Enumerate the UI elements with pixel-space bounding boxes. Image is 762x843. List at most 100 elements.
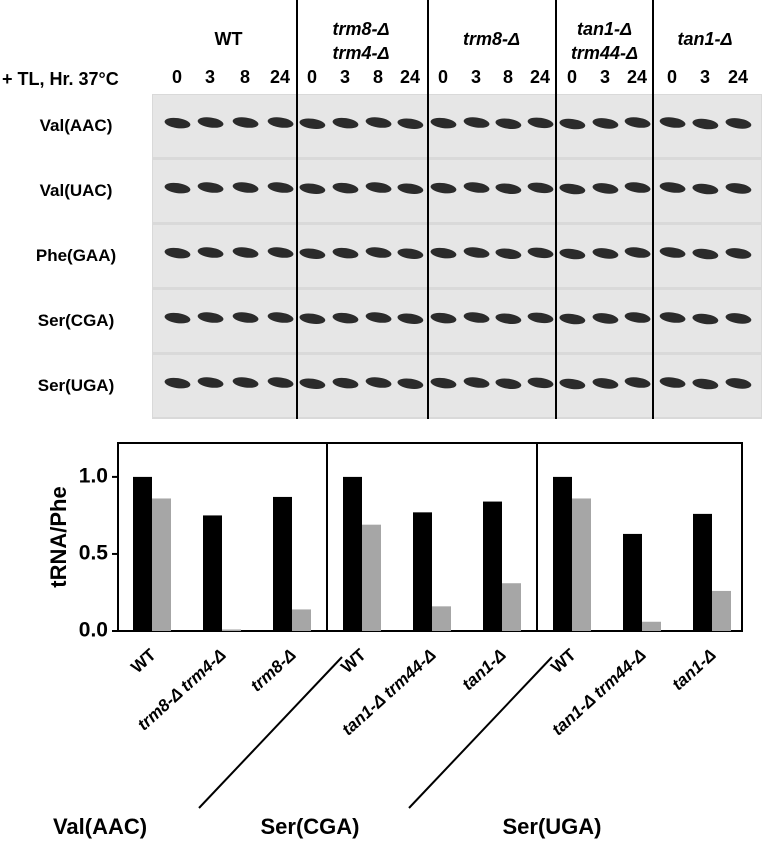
- band: [725, 313, 752, 324]
- bar: [693, 513, 712, 631]
- band: [624, 312, 651, 323]
- band: [365, 312, 392, 323]
- bar: [152, 498, 171, 631]
- band: [659, 182, 686, 193]
- band: [299, 118, 326, 129]
- bar: [203, 515, 222, 631]
- time-point: 3: [600, 67, 610, 87]
- bar: [572, 498, 591, 631]
- band: [624, 117, 651, 128]
- y-tick-label: 0.5: [79, 541, 109, 564]
- group-label: tan1-Δ: [677, 29, 732, 49]
- band: [463, 247, 490, 258]
- row-label: Ser(UGA): [38, 376, 115, 395]
- band: [299, 248, 326, 259]
- bar: [133, 476, 152, 631]
- band: [332, 377, 359, 389]
- time-point: 0: [667, 67, 677, 87]
- band: [232, 117, 259, 128]
- band: [527, 312, 554, 324]
- band: [430, 247, 457, 259]
- bar: [292, 609, 311, 631]
- band: [624, 377, 651, 388]
- band: [725, 248, 752, 259]
- band: [624, 247, 651, 258]
- time-point: 0: [172, 67, 182, 87]
- band: [232, 182, 259, 193]
- bar: [623, 533, 642, 631]
- band: [397, 248, 424, 259]
- bar: [483, 501, 502, 631]
- band: [332, 247, 359, 259]
- band: [559, 183, 586, 195]
- band: [495, 118, 522, 129]
- band: [299, 183, 326, 194]
- band: [592, 248, 619, 259]
- bar: [343, 476, 362, 631]
- band: [495, 378, 522, 389]
- time-point: 8: [240, 67, 250, 87]
- band: [559, 118, 586, 130]
- band: [197, 182, 224, 193]
- y-axis-title: tRNA/Phe: [46, 486, 71, 587]
- band: [495, 183, 522, 194]
- bar: [413, 512, 432, 631]
- band: [495, 313, 522, 324]
- group-label: Ser(UGA): [502, 814, 601, 839]
- time-point: 3: [340, 67, 350, 87]
- band: [659, 247, 686, 258]
- band: [365, 247, 392, 258]
- bar: [273, 496, 292, 631]
- band: [659, 117, 686, 128]
- band: [164, 377, 191, 389]
- time-point: 0: [307, 67, 317, 87]
- band: [495, 248, 522, 259]
- time-point: 24: [728, 67, 748, 87]
- group-label: trm8-Δ: [332, 19, 389, 39]
- band: [197, 117, 224, 128]
- band: [592, 183, 619, 194]
- band: [592, 378, 619, 389]
- band: [299, 313, 326, 324]
- time-point: 3: [471, 67, 481, 87]
- x-tick-label: WT: [337, 645, 370, 677]
- group-label: trm4-Δ: [332, 43, 389, 63]
- time-label: + TL, Hr. 37°C: [2, 69, 119, 89]
- bar: [222, 629, 241, 631]
- band: [197, 377, 224, 388]
- band: [232, 377, 259, 388]
- band: [332, 117, 359, 129]
- group-label: trm8-Δ: [463, 29, 520, 49]
- band: [430, 117, 457, 129]
- bar: [712, 590, 731, 631]
- band: [267, 312, 294, 323]
- band: [725, 118, 752, 129]
- band: [267, 377, 294, 388]
- x-tick-label: WT: [547, 645, 580, 677]
- band: [692, 248, 719, 260]
- time-point: 8: [503, 67, 513, 87]
- row-label: Ser(CGA): [38, 311, 115, 330]
- band: [197, 312, 224, 323]
- group-label: Val(AAC): [53, 814, 147, 839]
- band: [692, 118, 719, 130]
- x-tick-label: WT: [127, 645, 160, 677]
- band: [559, 313, 586, 325]
- band: [365, 117, 392, 128]
- band: [397, 313, 424, 324]
- y-tick-label: 0.0: [79, 619, 108, 642]
- band: [527, 247, 554, 259]
- band: [332, 312, 359, 324]
- band: [692, 378, 719, 390]
- band: [164, 247, 191, 259]
- band: [430, 312, 457, 324]
- band: [365, 377, 392, 388]
- row-label: Val(UAC): [40, 181, 113, 200]
- band: [624, 182, 651, 193]
- x-tick-label: tan1-Δ: [458, 645, 509, 694]
- band: [463, 312, 490, 323]
- band: [592, 118, 619, 129]
- band: [527, 182, 554, 194]
- time-point: 3: [205, 67, 215, 87]
